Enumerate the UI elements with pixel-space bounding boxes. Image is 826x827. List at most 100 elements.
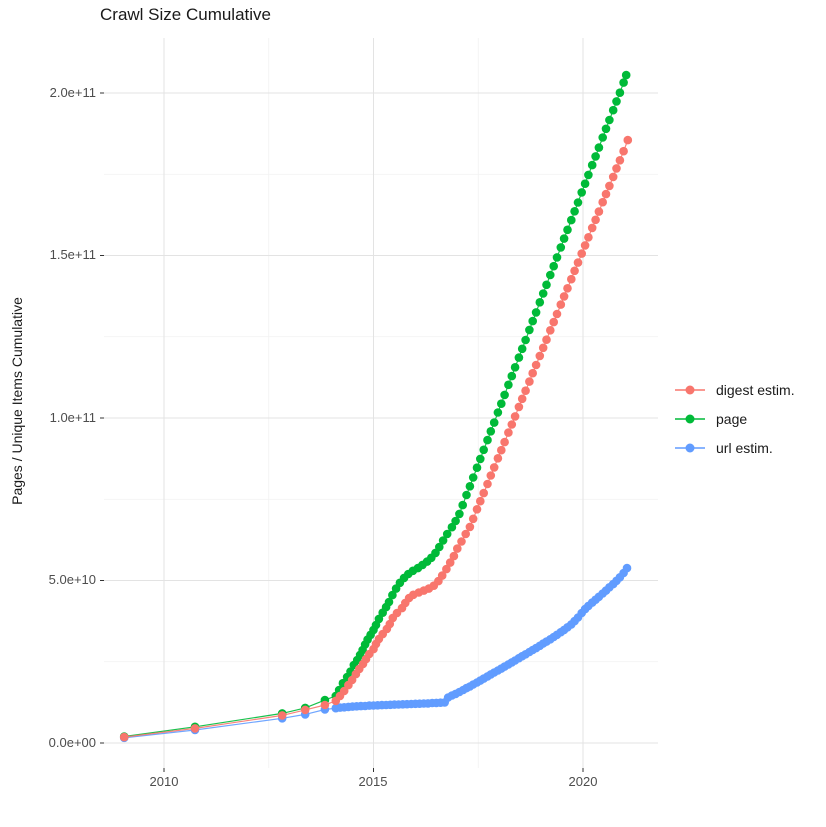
data-point-digest-estim [514, 402, 524, 412]
minor-gridlines [104, 38, 658, 768]
y-tick-label: 1.5e+11 [49, 247, 96, 262]
data-point-page [476, 454, 485, 464]
data-point-page [531, 308, 541, 317]
legend-label: url estim. [716, 440, 773, 456]
data-point-digest-estim [577, 249, 586, 258]
data-point-url-estim [622, 563, 632, 573]
data-point-digest-estim [449, 551, 459, 561]
data-point-page [546, 270, 555, 280]
data-point-digest-estim [320, 700, 330, 710]
data-point-digest-estim [507, 420, 517, 429]
data-point-digest-estim [535, 351, 545, 361]
chart-title: Crawl Size Cumulative [100, 5, 271, 24]
data-point-digest-estim [573, 258, 583, 267]
data-point-digest-estim [300, 705, 310, 715]
y-axis-title: Pages / Unique Items Cumulative [9, 297, 25, 505]
data-point-page [573, 198, 583, 207]
data-point-page [577, 188, 586, 197]
x-tick-label: 2010 [149, 774, 179, 789]
data-point-page [497, 399, 506, 409]
data-point-page [587, 160, 597, 170]
data-point-page [567, 215, 576, 225]
data-point-page [559, 234, 569, 243]
data-point-digest-estim [552, 309, 562, 319]
data-point-page [521, 335, 530, 345]
data-point-digest-estim [497, 445, 506, 455]
data-point-digest-estim [559, 292, 569, 301]
data-point-page [615, 88, 625, 97]
data-point-digest-estim [605, 181, 614, 191]
data-point-digest-estim [601, 189, 611, 199]
data-point-page [468, 473, 478, 482]
data-point-digest-estim [479, 488, 489, 498]
data-point-page [580, 179, 590, 188]
data-point-page [535, 298, 545, 307]
data-point-digest-estim [437, 571, 447, 580]
data-point-page [374, 614, 384, 624]
data-point-digest-estim [457, 537, 466, 546]
data-point-page [525, 325, 534, 335]
data-point-digest-estim [525, 377, 534, 386]
data-point-digest-estim [465, 522, 475, 532]
data-point-page [442, 529, 452, 539]
data-point-page [612, 97, 621, 106]
data-point-digest-estim [587, 223, 597, 233]
data-point-page [556, 243, 566, 252]
data-point-digest-estim [489, 463, 499, 472]
legend-key-line-dot-icon [675, 443, 705, 453]
data-point-page [472, 463, 482, 473]
data-point-page [514, 353, 524, 362]
data-point-digest-estim [517, 394, 527, 404]
data-point-page [563, 225, 572, 235]
data-point-digest-estim [538, 343, 548, 353]
axis-ticks [100, 92, 584, 772]
data-point-digest-estim [623, 135, 633, 145]
data-point-page [605, 115, 614, 125]
data-point-digest-estim [615, 156, 625, 165]
legend-label: digest estim. [716, 382, 795, 398]
data-point-page [388, 590, 397, 600]
data-point-page [552, 253, 562, 262]
data-point-page [608, 105, 618, 115]
data-point-page [528, 316, 537, 326]
data-point-digest-estim [594, 207, 604, 216]
data-point-page [465, 482, 475, 491]
y-tick-label: 0.0e+00 [48, 735, 96, 750]
data-point-page [584, 170, 593, 180]
data-point-page [458, 500, 468, 510]
data-point-digest-estim [591, 215, 600, 225]
data-point-page [500, 390, 509, 400]
x-tick-label: 2015 [358, 774, 388, 789]
data-point-digest-estim [570, 266, 579, 276]
data-point-digest-estim [493, 454, 503, 463]
data-point-page [621, 70, 631, 80]
data-point-digest-estim [277, 711, 287, 720]
data-point-digest-estim [468, 514, 478, 524]
legend-key-line-dot-icon [675, 414, 705, 424]
data-point-page [570, 207, 579, 216]
data-point-digest-estim [504, 428, 513, 437]
data-point-page [542, 280, 551, 290]
data-point-digest-estim [510, 412, 520, 421]
data-point-page [486, 427, 496, 436]
data-point-digest-estim [549, 317, 558, 327]
legend-item-url-estim: url estim. [672, 438, 795, 458]
data-point-page [504, 380, 513, 390]
data-point-page [493, 408, 503, 417]
data-point-digest-estim [442, 564, 451, 574]
legend: digest estim. page url estim. [672, 380, 795, 458]
data-point-digest-estim [119, 732, 129, 742]
data-point-page [479, 445, 489, 455]
data-point-page [447, 522, 457, 532]
data-point-digest-estim [580, 241, 590, 250]
data-point-digest-estim [563, 284, 572, 293]
data-point-page [451, 516, 460, 526]
y-tick-label: 5.0e+10 [48, 572, 96, 587]
data-point-digest-estim [598, 197, 607, 207]
data-point-page [594, 143, 604, 152]
data-point-digest-estim [483, 479, 492, 489]
data-point-digest-estim [445, 558, 455, 567]
data-point-page [591, 152, 600, 161]
data-point-digest-estim [584, 233, 593, 242]
